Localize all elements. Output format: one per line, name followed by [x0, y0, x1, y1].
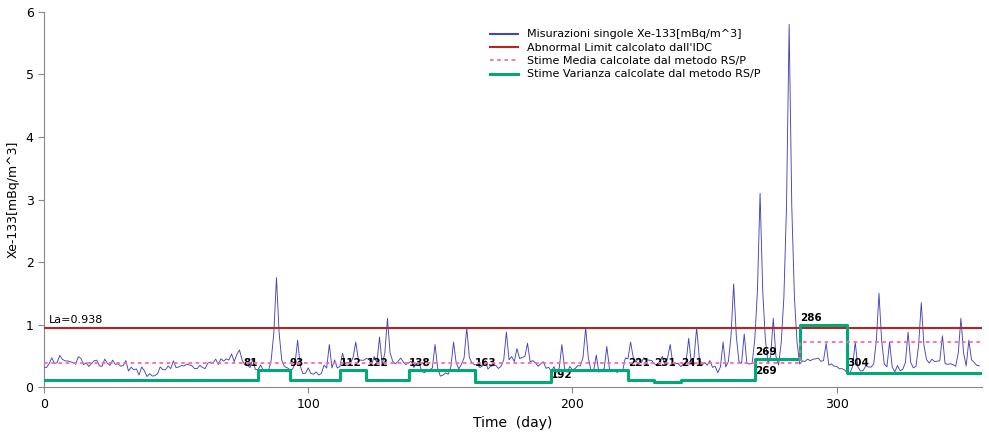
Text: 269: 269 [755, 366, 776, 376]
Text: 286: 286 [800, 313, 822, 323]
Text: 231: 231 [655, 358, 676, 368]
Text: 122: 122 [366, 358, 388, 368]
Text: La=0.938: La=0.938 [49, 316, 104, 325]
Text: 81: 81 [243, 358, 258, 368]
X-axis label: Time  (day): Time (day) [474, 416, 553, 430]
Text: 241: 241 [680, 358, 702, 368]
Text: 304: 304 [848, 358, 869, 368]
Text: 163: 163 [475, 358, 496, 368]
Legend: Misurazioni singole Xe-133[mBq/m^3], Abnormal Limit calcolato dall'IDC, Stime Me: Misurazioni singole Xe-133[mBq/m^3], Abn… [486, 25, 765, 84]
Text: 138: 138 [408, 358, 430, 368]
Text: 93: 93 [290, 358, 304, 368]
Text: 221: 221 [628, 358, 650, 368]
Text: 192: 192 [551, 370, 573, 380]
Y-axis label: Xe-133[mBq/m^3]: Xe-133[mBq/m^3] [7, 141, 20, 258]
Text: 269: 269 [755, 347, 776, 357]
Text: 112: 112 [340, 358, 362, 368]
